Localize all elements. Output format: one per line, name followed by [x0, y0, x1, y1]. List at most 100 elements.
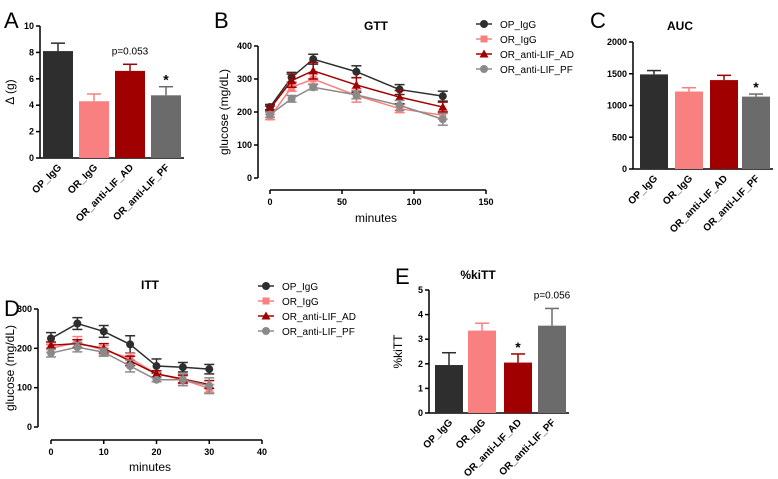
- panel-label: E: [395, 264, 410, 289]
- bar-OR_anti-LIF_PF: [742, 96, 770, 169]
- data-point-triangle: [287, 76, 297, 85]
- data-point-circle: [352, 67, 361, 76]
- data-point-circle: [395, 101, 404, 110]
- panel-D: D ITT 0 100 200 300 glucose (mg/dL) 0 10 20 30 40 mi…: [3, 278, 356, 474]
- data-point-circle: [152, 362, 161, 371]
- bar-OR_IgG: [675, 91, 703, 169]
- x-tick-label: 50: [337, 197, 347, 207]
- legend-item: OR_anti-LIF_PF: [258, 327, 355, 338]
- y-tick-label: 2: [418, 359, 423, 369]
- bar-OR_anti-LIF_PF: [151, 95, 181, 158]
- data-point-triangle: [152, 369, 161, 378]
- chart-title: ITT: [141, 278, 160, 292]
- panel-label: D: [4, 296, 20, 321]
- bar-OR_anti-LIF_AD: [504, 362, 532, 413]
- data-point-circle: [126, 362, 135, 371]
- data-point-triangle: [351, 80, 361, 89]
- y-axis-label: %kiTT: [391, 334, 405, 369]
- data-point-circle: [152, 375, 161, 384]
- data-point-circle: [178, 363, 187, 372]
- significance-star: *: [753, 79, 759, 95]
- category-label: OR_IgG: [66, 162, 100, 196]
- y-tick-label: 500: [612, 132, 627, 142]
- series-line: [269, 69, 443, 110]
- data-point-triangle: [265, 104, 275, 113]
- chart-title: AUC: [667, 19, 693, 33]
- data-point-circle: [309, 83, 318, 92]
- data-point-circle: [99, 327, 108, 336]
- x-tick-label: 10: [99, 447, 109, 457]
- y-axis-label: Δ (g): [3, 79, 17, 104]
- data-point-circle: [266, 110, 274, 119]
- data-point-circle: [126, 340, 135, 349]
- y-tick-label: 5: [418, 285, 423, 295]
- data-point-circle: [438, 92, 447, 101]
- significance-star: *: [515, 339, 521, 355]
- category-label: OR_IgG: [661, 173, 695, 207]
- y-tick-label: 200: [237, 107, 252, 117]
- bar-OR_anti-LIF_PF: [538, 325, 566, 413]
- bar-OP_IgG: [435, 365, 463, 413]
- y-tick-label: 0: [29, 153, 34, 163]
- data-point-circle: [309, 55, 318, 64]
- legend-marker: [480, 35, 488, 43]
- x-tick-label: 0: [48, 447, 53, 457]
- legend-item: OR_anti-LIF_AD: [476, 49, 574, 61]
- y-tick-label: 100: [17, 383, 32, 393]
- bar-OR_IgG: [79, 101, 109, 158]
- data-point-circle: [178, 375, 187, 384]
- data-point-circle: [352, 90, 361, 99]
- series-OR_anti-LIF_PF: [265, 83, 448, 126]
- category-label: OP_IgG: [30, 162, 64, 196]
- data-point-circle: [99, 348, 108, 357]
- data-point-circle: [395, 85, 404, 94]
- y-tick-label: 10: [24, 21, 34, 31]
- y-tick-label: 6: [29, 74, 34, 84]
- legend-label: OR_anti-LIF_AD: [282, 312, 356, 323]
- chart-title: GTT: [364, 19, 389, 33]
- series-OP_IgG: [46, 316, 215, 375]
- legend-label: OP_IgG: [500, 20, 536, 31]
- legend-label: OR_anti-LIF_PF: [282, 327, 355, 338]
- data-point-circle: [205, 365, 214, 374]
- panel-C: C AUC 0 500 1000 1500 2000 OP_IgG OR_IgGOR_anti-…: [590, 8, 773, 235]
- bar-OR_anti-LIF_AD: [710, 80, 738, 169]
- legend-item: OP_IgG: [476, 20, 536, 31]
- series-OR_anti-LIF_AD: [265, 61, 448, 113]
- data-point-circle: [287, 94, 296, 103]
- x-tick-label: 150: [478, 197, 493, 207]
- legend-marker: [262, 297, 270, 305]
- bar-OR_anti-LIF_AD: [115, 70, 145, 158]
- legend-marker: [480, 65, 488, 73]
- legend-item: OR_IgG: [476, 35, 537, 46]
- y-tick-label: 300: [17, 304, 32, 314]
- category-label: OP_IgG: [626, 173, 660, 207]
- legend-marker: [480, 20, 488, 28]
- x-tick-label: 0: [267, 197, 272, 207]
- legend-label: OR_IgG: [282, 297, 319, 308]
- legend-item: OR_anti-LIF_AD: [258, 311, 356, 323]
- y-tick-label: 200: [17, 343, 32, 353]
- p-value-label: p=0.056: [534, 290, 571, 301]
- y-axis-label: glucose (mg/dL): [3, 325, 17, 411]
- legend-label: OR_anti-LIF_PF: [500, 65, 573, 76]
- significance-star: *: [163, 72, 169, 88]
- y-tick-label: 0: [247, 173, 252, 183]
- y-tick-label: 3: [418, 334, 423, 344]
- legend-item: OR_IgG: [258, 297, 319, 308]
- legend-marker: [262, 282, 270, 290]
- data-point-triangle: [46, 340, 56, 349]
- y-tick-label: 4: [418, 310, 423, 320]
- category-label: OR_IgG: [454, 417, 488, 451]
- legend-marker: [262, 327, 270, 335]
- category-label: OR_anti-LIF_PF: [701, 173, 762, 234]
- panel-label: A: [4, 8, 19, 33]
- legend-label: OR_anti-LIF_AD: [500, 50, 574, 61]
- p-value-label: p=0.053: [112, 46, 149, 57]
- y-tick-label: 2000: [607, 37, 627, 47]
- y-tick-label: 4: [29, 100, 34, 110]
- y-tick-label: 1: [418, 383, 423, 393]
- x-axis-label: minutes: [129, 460, 171, 474]
